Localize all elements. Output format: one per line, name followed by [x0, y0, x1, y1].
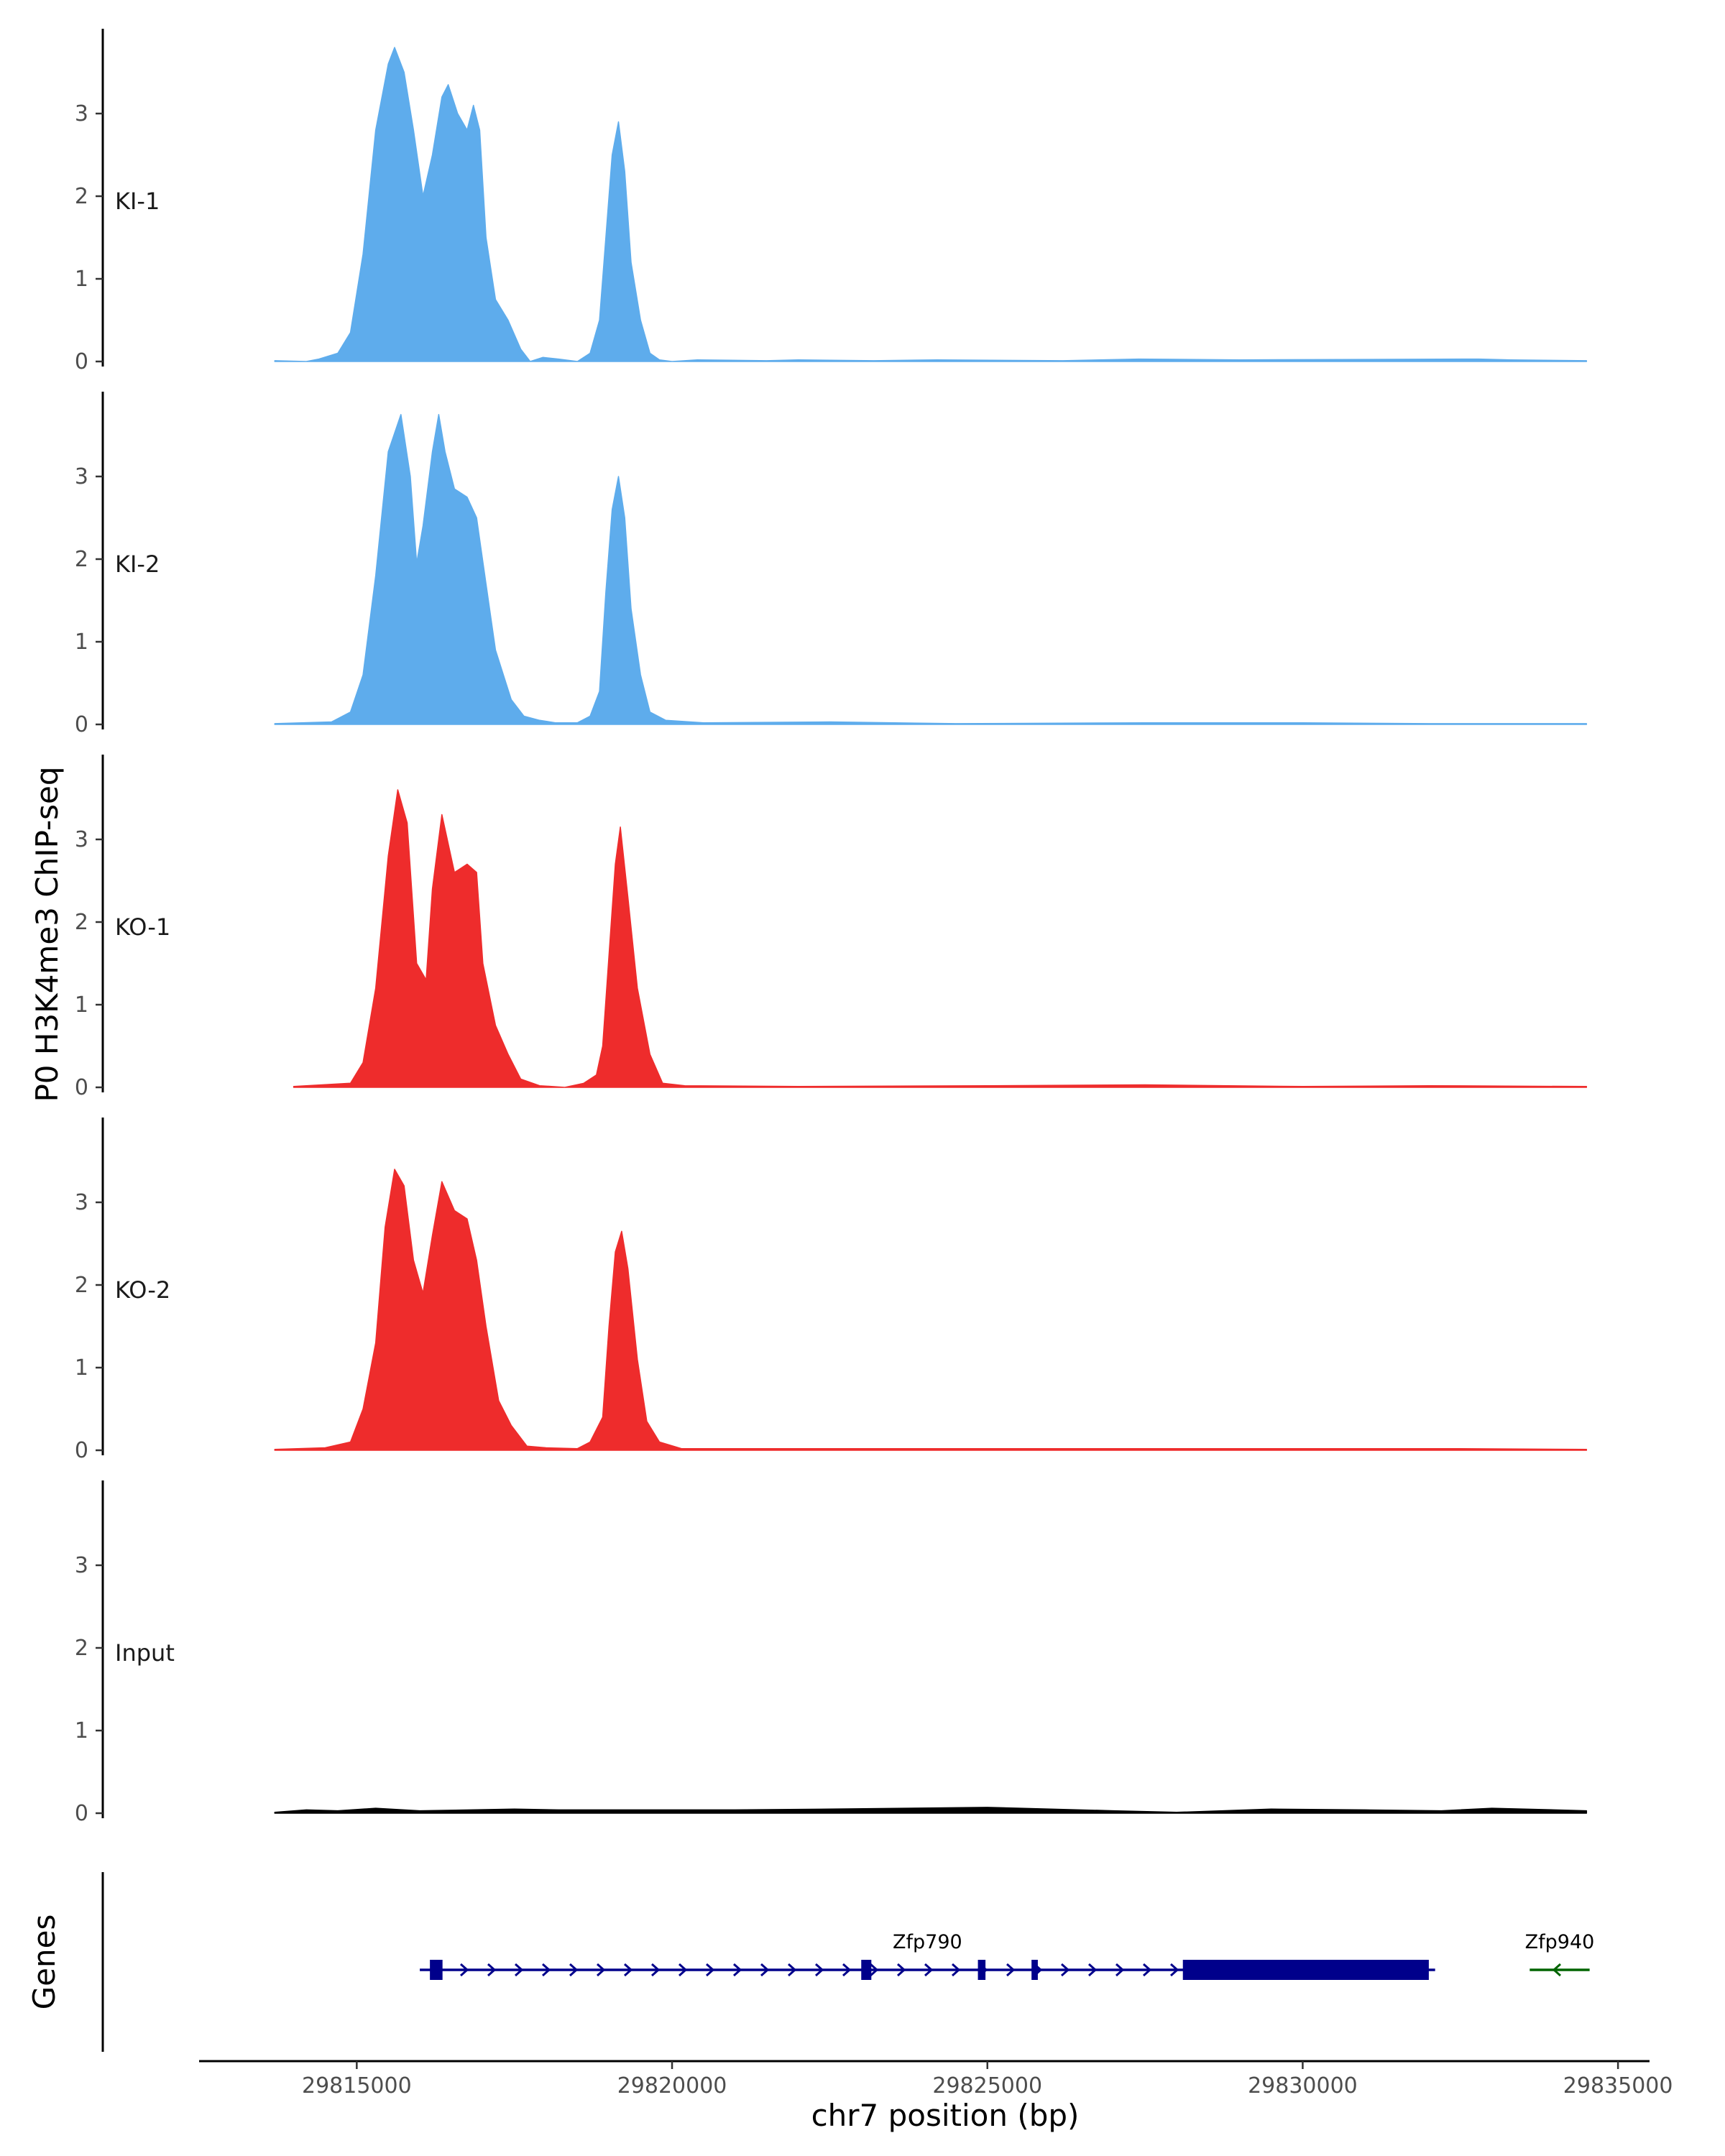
- y-tick-label: 2: [75, 1636, 88, 1661]
- strand-arrow: [788, 1963, 797, 1977]
- genes-axis-title: Genes: [27, 1915, 62, 2010]
- x-axis: 29815000 29820000 29825000 29830000 29835000: [199, 2060, 1673, 2099]
- exon: [430, 1960, 443, 1980]
- strand-arrow: [952, 1963, 961, 1977]
- y-tick-label: 2: [75, 1273, 88, 1298]
- strand-arrow: [706, 1963, 715, 1977]
- genes-track: Zfp790 Zfp940: [101, 1872, 1595, 2052]
- y-tick-label: 1: [75, 267, 88, 292]
- exon: [978, 1960, 986, 1980]
- strand-arrow: [597, 1963, 606, 1977]
- y-tick-label: 0: [75, 712, 88, 737]
- gene-zfp790: Zfp790: [420, 1931, 1435, 1980]
- strand-arrow: [1088, 1963, 1098, 1977]
- y-tick-label: 1: [75, 630, 88, 655]
- coverage-area: [274, 1807, 1588, 1814]
- track-ki-2: 0 1 2 3 KI-2: [75, 392, 1588, 737]
- strand-arrow: [624, 1963, 633, 1977]
- strand-arrow: [924, 1963, 934, 1977]
- y-tick-label: 0: [75, 1801, 88, 1826]
- y-tick-label: 2: [75, 910, 88, 935]
- y-tick-label: 3: [75, 827, 88, 852]
- strand-arrow: [760, 1963, 770, 1977]
- track-label: KO-1: [115, 913, 170, 941]
- y-tick-label: 0: [75, 1075, 88, 1100]
- strand-arrow: [733, 1963, 742, 1977]
- y-tick-label: 3: [75, 1190, 88, 1215]
- coverage-area: [274, 414, 1588, 725]
- strand-arrow: [1061, 1963, 1070, 1977]
- strand-arrow: [460, 1963, 469, 1977]
- y-tick-label: 3: [75, 1553, 88, 1578]
- strand-arrow: [815, 1963, 824, 1977]
- y-tick-label: 1: [75, 1718, 88, 1743]
- gene-zfp940: Zfp940: [1525, 1931, 1595, 1977]
- y-tick-label: 0: [75, 1438, 88, 1463]
- strand-arrow: [487, 1963, 497, 1977]
- exon: [1182, 1960, 1429, 1980]
- y-tick-label: 3: [75, 464, 88, 489]
- y-tick-label: 0: [75, 349, 88, 374]
- strand-arrow: [1170, 1963, 1179, 1977]
- track-label: KI-1: [115, 188, 160, 215]
- y-tick-label: 1: [75, 1355, 88, 1381]
- strand-arrow: [1116, 1963, 1125, 1977]
- coverage-area: [274, 47, 1588, 362]
- track-input: 0 1 2 3 Input: [75, 1480, 1588, 1826]
- strand-arrow: [678, 1963, 688, 1977]
- track-label: KO-2: [115, 1276, 170, 1304]
- coverage-area: [293, 789, 1588, 1088]
- gene-name-label: Zfp940: [1525, 1931, 1595, 1953]
- y-tick-label: 1: [75, 992, 88, 1018]
- x-axis-title: chr7 position (bp): [811, 2098, 1080, 2133]
- gene-name-label: Zfp790: [893, 1931, 962, 1953]
- track-label: KI-2: [115, 550, 160, 578]
- strand-arrow: [1552, 1963, 1561, 1977]
- y-tick-label: 3: [75, 101, 88, 126]
- coverage-tracks: 0 1 2 3 KI-1 0 1 2 3 KI-2 0 1 2 3 KO-1 0 1 2 3 KO-2 0 1 2 3 Inpu…: [75, 29, 1588, 1826]
- x-tick-label: 29830000: [1248, 2073, 1358, 2099]
- track-ko-1: 0 1 2 3 KO-1: [75, 755, 1588, 1100]
- y-axis-title: P0 H3K4me3 ChIP-seq: [29, 766, 65, 1102]
- exon: [861, 1960, 872, 1980]
- strand-arrow: [1143, 1963, 1152, 1977]
- x-tick-label: 29835000: [1563, 2073, 1673, 2099]
- strand-arrow: [1006, 1963, 1016, 1977]
- strand-arrow: [515, 1963, 524, 1977]
- y-tick-label: 2: [75, 547, 88, 572]
- strand-arrow: [542, 1963, 551, 1977]
- strand-arrow: [651, 1963, 661, 1977]
- track-label: Input: [115, 1639, 175, 1667]
- strand-arrow: [842, 1963, 852, 1977]
- strand-arrow: [897, 1963, 906, 1977]
- track-ko-2: 0 1 2 3 KO-2: [75, 1118, 1588, 1463]
- x-tick-label: 29815000: [302, 2073, 412, 2099]
- coverage-area: [274, 1169, 1588, 1451]
- track-ki-1: 0 1 2 3 KI-1: [75, 29, 1588, 374]
- x-tick-label: 29825000: [932, 2073, 1042, 2099]
- exon: [1031, 1960, 1038, 1980]
- x-tick-label: 29820000: [617, 2073, 727, 2099]
- strand-arrow: [870, 1963, 879, 1977]
- y-tick-label: 2: [75, 184, 88, 209]
- strand-arrow: [569, 1963, 579, 1977]
